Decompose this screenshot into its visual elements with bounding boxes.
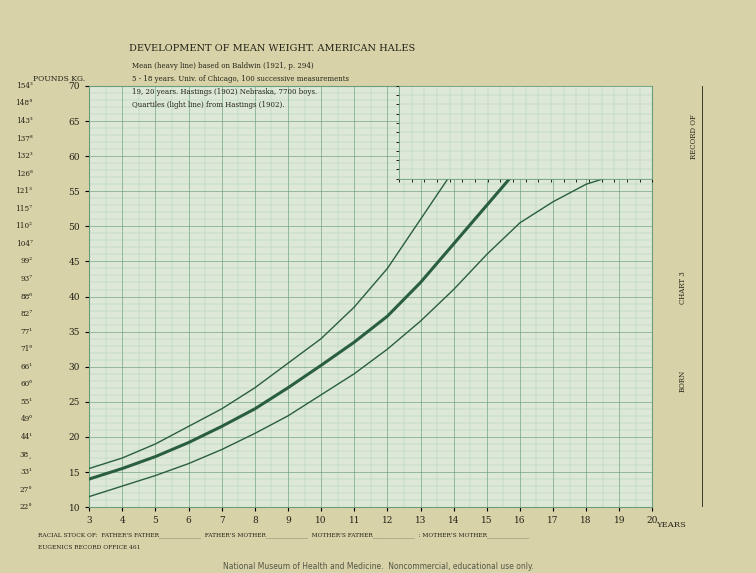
- Text: 121³: 121³: [16, 187, 33, 195]
- Text: RACIAL STOCK OF:  FATHER'S FATHER______________  FATHER'S MOTHER______________  : RACIAL STOCK OF: FATHER'S FATHER________…: [38, 533, 528, 539]
- Text: 33¹: 33¹: [20, 468, 33, 476]
- Text: 104⁷: 104⁷: [16, 240, 33, 248]
- Text: EUGENICS RECORD OFFICE 461: EUGENICS RECORD OFFICE 461: [38, 545, 141, 551]
- Text: 77¹: 77¹: [20, 328, 33, 336]
- Text: 55¹: 55¹: [20, 398, 33, 406]
- Text: 5 - 18 years. Univ. of Chicago, 100 successive measurements: 5 - 18 years. Univ. of Chicago, 100 succ…: [132, 75, 349, 83]
- Text: 49⁶: 49⁶: [20, 415, 33, 423]
- Text: 115⁷: 115⁷: [16, 205, 33, 213]
- Text: 22°: 22°: [20, 503, 33, 511]
- Text: 110²: 110²: [16, 222, 33, 230]
- Text: 132³: 132³: [16, 152, 33, 160]
- Text: 99²: 99²: [20, 257, 33, 265]
- Text: 27°: 27°: [20, 485, 33, 493]
- Text: 88⁶: 88⁶: [20, 293, 33, 300]
- Text: 143³: 143³: [16, 117, 33, 125]
- Text: 148°: 148°: [15, 100, 33, 108]
- Text: BORN: BORN: [679, 370, 686, 392]
- Text: YEARS: YEARS: [656, 521, 686, 529]
- Text: 44¹: 44¹: [20, 433, 33, 441]
- Text: POUNDS KG.: POUNDS KG.: [33, 75, 85, 83]
- Text: 126⁸: 126⁸: [16, 170, 33, 178]
- Text: National Museum of Health and Medicine.  Noncommercial, educational use only.: National Museum of Health and Medicine. …: [222, 562, 534, 571]
- Text: 82⁷: 82⁷: [20, 310, 33, 318]
- Text: Mean (heavy line) based on Baldwin (1921, p. 294): Mean (heavy line) based on Baldwin (1921…: [132, 62, 314, 70]
- Text: 38¸: 38¸: [20, 450, 33, 458]
- Text: 93⁷: 93⁷: [20, 275, 33, 283]
- Text: 137⁸: 137⁸: [16, 135, 33, 143]
- Text: 60⁶: 60⁶: [20, 380, 33, 388]
- Text: 19, 20 years. Hastings (1902) Nebraska, 7700 boys.: 19, 20 years. Hastings (1902) Nebraska, …: [132, 88, 318, 96]
- Text: RECORD OF: RECORD OF: [690, 114, 698, 159]
- Text: 66¹: 66¹: [20, 363, 33, 371]
- Text: CHART 3: CHART 3: [679, 272, 686, 304]
- Text: Quartiles (light line) from Hastings (1902).: Quartiles (light line) from Hastings (19…: [132, 101, 285, 109]
- Text: 154³: 154³: [16, 82, 33, 90]
- Text: 71⁶: 71⁶: [20, 345, 33, 353]
- Text: DEVELOPMENT OF MEAN WEIGHT. AMERICAN HALES: DEVELOPMENT OF MEAN WEIGHT. AMERICAN HAL…: [129, 44, 415, 53]
